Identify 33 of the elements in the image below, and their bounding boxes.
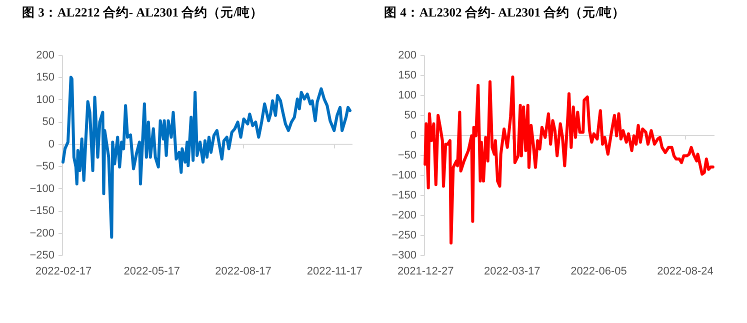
y-tick-label: −50 xyxy=(398,150,416,162)
y-tick-label: 0 xyxy=(410,130,416,142)
x-tick-label: 2022-08-17 xyxy=(215,266,272,278)
y-tick-label: −250 xyxy=(392,230,416,242)
y-tick-label: 0 xyxy=(48,138,54,150)
x-tick-label: 2021-12-27 xyxy=(397,266,454,278)
y-tick-label: 100 xyxy=(398,90,416,102)
y-tick-label: 200 xyxy=(398,50,416,62)
x-tick-label: 2022-03-17 xyxy=(484,266,540,278)
x-tick-label: 2022-05-17 xyxy=(124,266,180,278)
y-tick-label: 100 xyxy=(36,94,54,106)
y-tick-label: 50 xyxy=(42,116,54,128)
y-tick-label: −150 xyxy=(392,190,416,202)
y-tick-label: 150 xyxy=(36,72,54,84)
y-tick-label: 50 xyxy=(404,110,416,122)
y-tick-label: 200 xyxy=(36,50,54,62)
chart-title: 图 4：AL2302 合约- AL2301 合约（元/吨） xyxy=(384,4,626,20)
y-tick-label: −100 xyxy=(30,182,54,195)
y-tick-label: −300 xyxy=(392,250,416,262)
y-tick-label: −200 xyxy=(30,227,54,240)
x-tick-label: 2022-08-24 xyxy=(657,266,714,278)
y-tick-label: −150 xyxy=(30,205,54,218)
x-tick-label: 2022-02-17 xyxy=(35,266,92,278)
y-tick-label: −100 xyxy=(392,170,416,182)
y-tick-label: −200 xyxy=(392,210,416,222)
x-tick-label: 2022-11-17 xyxy=(306,266,362,278)
y-tick-label: 150 xyxy=(398,70,416,82)
x-tick-label: 2022-06-05 xyxy=(570,266,627,278)
y-tick-label: −250 xyxy=(30,250,54,262)
line-series xyxy=(61,76,352,239)
chart-title: 图 3：AL2212 合约- AL2301 合约（元/吨） xyxy=(22,4,264,20)
y-tick-label: −50 xyxy=(36,160,54,173)
line-series xyxy=(424,76,714,244)
